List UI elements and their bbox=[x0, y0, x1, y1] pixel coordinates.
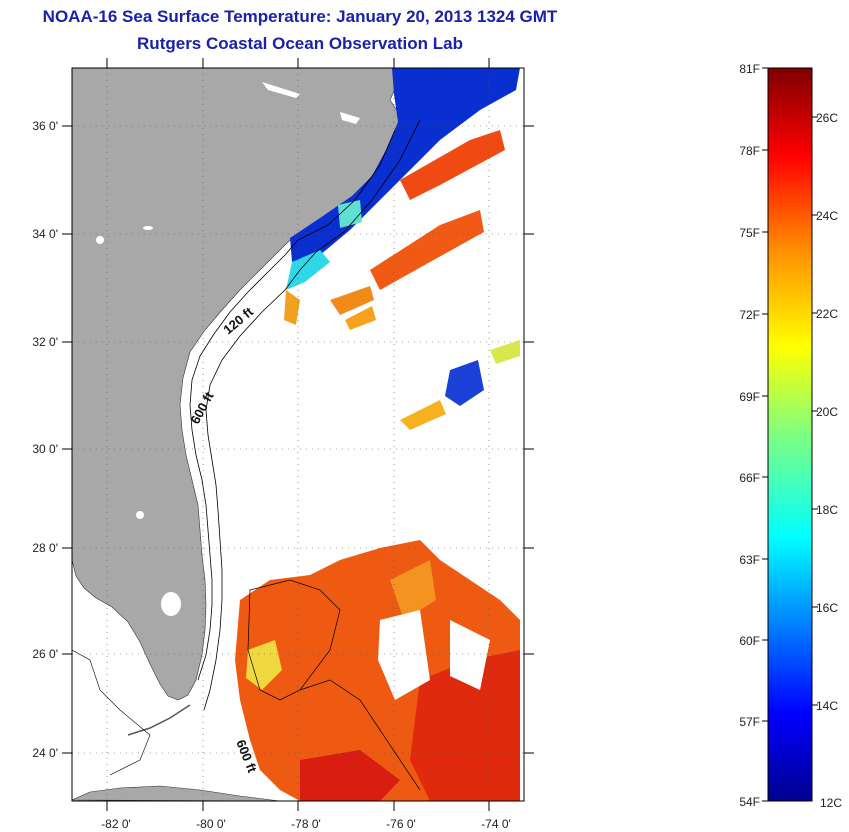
tick-marks bbox=[62, 58, 534, 811]
florida-keys bbox=[127, 704, 191, 736]
sst-patch-warm bbox=[284, 290, 300, 325]
sst-gap bbox=[450, 620, 490, 690]
inland-water bbox=[340, 112, 360, 124]
lake-okeechobee bbox=[161, 592, 181, 616]
sst-gap bbox=[378, 610, 430, 700]
colorbar-f-ticks bbox=[762, 67, 768, 802]
contour-gulf bbox=[72, 649, 151, 776]
lat-label-32: 32 0' bbox=[32, 335, 58, 349]
lat-label-28: 28 0' bbox=[32, 541, 58, 555]
sst-patch-warm bbox=[370, 210, 484, 290]
lon-label-80: -80 0' bbox=[196, 817, 226, 831]
map-subtitle: Rutgers Coastal Ocean Observation Lab bbox=[137, 34, 463, 53]
sst-patch-warm bbox=[400, 130, 505, 200]
lat-label-30: 30 0' bbox=[32, 442, 58, 456]
sst-patch-warm bbox=[400, 400, 446, 430]
colorbar-label-54f: 54F bbox=[739, 795, 760, 809]
colorbar-label-69f: 69F bbox=[739, 390, 760, 404]
colorbar bbox=[767, 67, 813, 802]
lat-label-24: 24 0' bbox=[32, 746, 58, 760]
sst-patch-cyan bbox=[286, 250, 330, 290]
inland-water bbox=[262, 82, 300, 98]
contour-bahamas bbox=[247, 579, 341, 701]
colorbar-label-12c: 12C bbox=[820, 796, 842, 810]
sst-patch-orange bbox=[390, 560, 436, 620]
inland-water bbox=[143, 226, 153, 230]
sst-patch-yellow bbox=[490, 340, 520, 364]
sst-patch-warm bbox=[330, 286, 374, 315]
colorbar-label-60f: 60F bbox=[739, 634, 760, 648]
lon-label-82: -82 0' bbox=[101, 817, 131, 831]
sst-patch-yellow bbox=[246, 640, 282, 690]
colorbar-label-18c: 18C bbox=[816, 503, 838, 517]
sst-patch-hot bbox=[300, 750, 400, 801]
sst-patch-cyan bbox=[338, 200, 362, 228]
contour-bahamas bbox=[299, 679, 421, 791]
colorbar-label-24c: 24C bbox=[816, 209, 838, 223]
colorbar-label-63f: 63F bbox=[739, 553, 760, 567]
contour-label-600ft-north: 600 ft bbox=[187, 389, 217, 427]
contour-label-120ft: 120 ft bbox=[220, 304, 256, 338]
colorbar-label-26c: 26C bbox=[816, 111, 838, 125]
colorbar-label-14c: 14C bbox=[816, 699, 838, 713]
lat-label-34: 34 0' bbox=[32, 227, 58, 241]
lat-label-26: 26 0' bbox=[32, 647, 58, 661]
lon-label-76: -76 0' bbox=[386, 817, 416, 831]
lon-label-74: -74 0' bbox=[481, 817, 511, 831]
contour-120ft bbox=[189, 129, 396, 681]
lon-label-78: -78 0' bbox=[291, 817, 321, 831]
colorbar-c-ticks bbox=[812, 116, 818, 706]
colorbar-label-72f: 72F bbox=[739, 308, 760, 322]
colorbar-label-81f: 81F bbox=[739, 62, 760, 76]
lat-label-36: 36 0' bbox=[32, 119, 58, 133]
land-cuba bbox=[72, 785, 281, 801]
inland-water bbox=[136, 511, 144, 519]
sst-patch-warm bbox=[345, 306, 376, 330]
colorbar-label-16c: 16C bbox=[816, 601, 838, 615]
sst-patch-cold bbox=[445, 360, 484, 406]
colorbar-label-66f: 66F bbox=[739, 471, 760, 485]
sst-patch-hot bbox=[410, 650, 520, 801]
colorbar-label-75f: 75F bbox=[739, 226, 760, 240]
map-title: NOAA-16 Sea Surface Temperature: January… bbox=[42, 7, 558, 26]
colorbar-label-20c: 20C bbox=[816, 405, 838, 419]
inland-water bbox=[96, 236, 104, 244]
colorbar-label-57f: 57F bbox=[739, 715, 760, 729]
graticule bbox=[72, 68, 524, 801]
contour-600ft bbox=[203, 119, 421, 711]
colorbar-label-78f: 78F bbox=[739, 144, 760, 158]
colorbar-label-22c: 22C bbox=[816, 307, 838, 321]
